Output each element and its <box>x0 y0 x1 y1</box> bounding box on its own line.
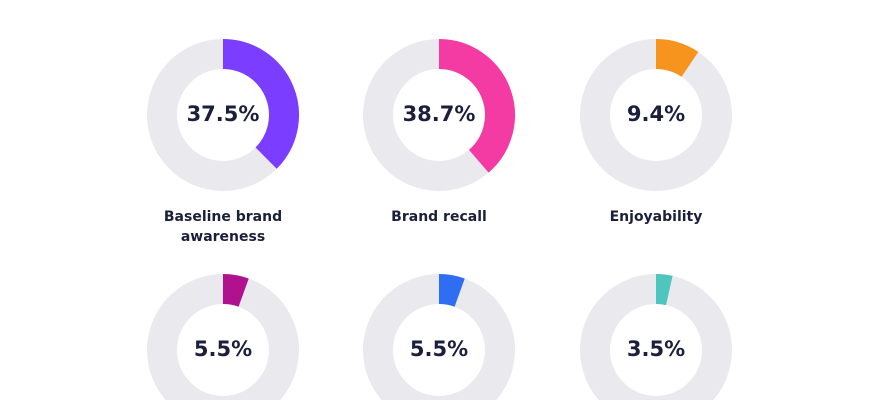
donut-segment <box>438 274 465 307</box>
donut-label: Baseline brand awareness <box>163 209 283 245</box>
donut-segment <box>655 274 673 306</box>
donut-value-label: 38.7% <box>403 102 476 126</box>
donut-label: Enjoyability <box>609 209 703 225</box>
donut-segment <box>655 39 699 78</box>
donut-label: Brand recall <box>391 209 487 225</box>
donut-segment <box>222 274 249 307</box>
donut-value-label: 37.5% <box>187 102 260 126</box>
donut-value-label: 5.5% <box>194 337 252 361</box>
donut-value-label: 3.5% <box>627 337 685 361</box>
donut-segment <box>222 39 299 169</box>
donut-value-label: 5.5% <box>410 337 468 361</box>
donut-value-label: 9.4% <box>627 102 685 126</box>
donut-segment <box>438 39 515 173</box>
